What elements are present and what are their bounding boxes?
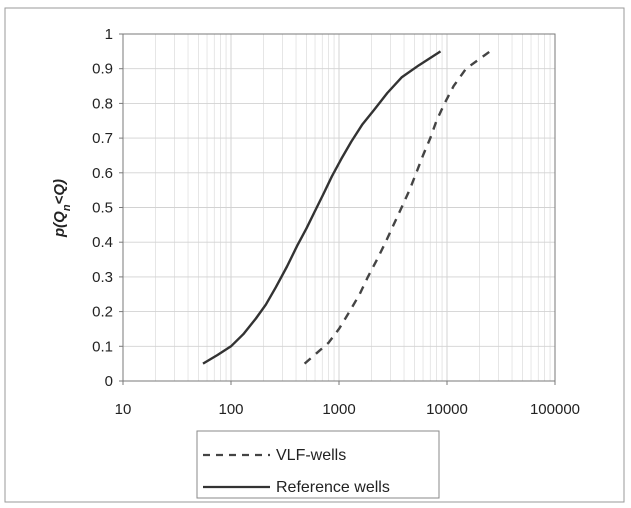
- legend: VLF-wells Reference wells: [196, 430, 440, 499]
- x-tick-label: 1000: [322, 401, 355, 418]
- gridlines: [122, 33, 556, 382]
- series-lines: [202, 50, 491, 365]
- y-tick-label: 0.6: [92, 165, 113, 182]
- x-tick-label: 100: [218, 401, 243, 418]
- y-tick-label: 0.1: [92, 338, 113, 355]
- series-line-vlf-wells: [303, 50, 491, 365]
- x-tick-label: 10: [115, 401, 132, 418]
- x-tick-label: 100000: [530, 401, 580, 418]
- y-tick-label: 0.7: [92, 130, 113, 147]
- tick-labels: 0 0.1 0.2 0.3 0.4 0.5 0.6 0.7 0.8 0.9 1 10 100 1000 10…: [92, 26, 580, 418]
- figure-border: [4, 7, 625, 503]
- legend-label-reference-wells: Reference wells: [276, 479, 390, 496]
- y-tick-label: 1: [105, 26, 113, 43]
- y-tick-label: 0.9: [92, 61, 113, 78]
- y-tick-label: 0.5: [92, 200, 113, 217]
- x-tick-label: 10000: [426, 401, 468, 418]
- y-tick-label: 0.8: [92, 95, 113, 112]
- legend-label-vlf-wells: VLF-wells: [276, 447, 346, 464]
- y-tick-label: 0: [105, 373, 113, 390]
- y-tick-label: 0.2: [92, 304, 113, 321]
- y-tick-label: 0.4: [92, 234, 113, 251]
- y-axis-label: p(Qn<Q): [51, 179, 73, 238]
- y-tick-label: 0.3: [92, 269, 113, 286]
- series-line-reference-wells: [202, 50, 442, 365]
